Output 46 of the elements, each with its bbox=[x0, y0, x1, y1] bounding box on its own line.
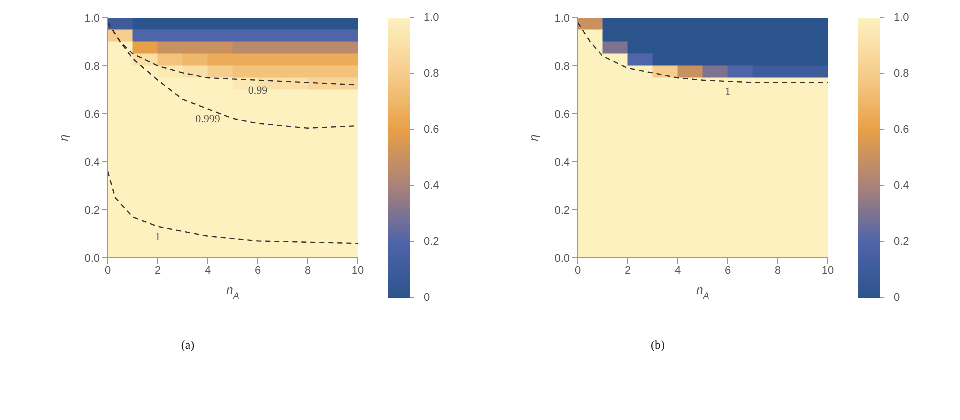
x-tick-label: 10 bbox=[352, 264, 364, 277]
color-bar-label: 0.6 bbox=[894, 124, 910, 136]
color-bar-label: 0.2 bbox=[894, 236, 910, 248]
annotation: 0.999 bbox=[196, 114, 221, 126]
text: (a) bbox=[180, 338, 196, 353]
y-tick-label: 0.6 bbox=[554, 108, 570, 121]
color-bar-label: 0 bbox=[424, 292, 430, 304]
annotation: 0.99 bbox=[248, 84, 268, 97]
annotation: 1 bbox=[155, 231, 161, 244]
color-bar-label: 0.6 bbox=[424, 124, 440, 136]
annotation: 1 bbox=[725, 86, 731, 98]
y-tick-label: 0.0 bbox=[554, 252, 570, 265]
color-bar-label: 0.2 bbox=[424, 236, 440, 248]
y-axis-title: η bbox=[57, 134, 71, 142]
y-tick-label: 0.8 bbox=[554, 60, 570, 73]
y-tick-label: 0.2 bbox=[554, 204, 570, 217]
y-axis-title: η bbox=[527, 134, 541, 142]
x-tick-label: 8 bbox=[304, 264, 312, 277]
x-tick-label: 4 bbox=[204, 264, 212, 277]
color-bar-label: 0.8 bbox=[424, 68, 440, 80]
x-tick-label: 6 bbox=[724, 264, 732, 277]
color-bar-label: 0.4 bbox=[894, 180, 910, 192]
x-axis-title: n$_{A}$ bbox=[696, 283, 710, 301]
y-tick-label: 0.8 bbox=[84, 60, 100, 73]
x-tick-label: 10 bbox=[822, 264, 834, 277]
color-bar-label: 1.0 bbox=[424, 12, 440, 24]
x-axis-title: n$_{A}$ bbox=[226, 283, 240, 301]
y-tick-label: 0.2 bbox=[84, 204, 100, 217]
color-bar-label: 0.4 bbox=[424, 180, 440, 192]
x-tick-label: 4 bbox=[674, 264, 682, 277]
y-tick-label: 1.0 bbox=[84, 12, 100, 25]
y-tick-label: 0.4 bbox=[554, 156, 570, 169]
color-bar-label: 0 bbox=[894, 292, 900, 304]
y-tick-label: 0.4 bbox=[84, 156, 100, 169]
y-tick-label: 1.0 bbox=[554, 12, 570, 25]
color-bar-label: 0.8 bbox=[894, 68, 910, 80]
color-bar-label: 1.0 bbox=[894, 12, 910, 24]
y-tick-label: 0.0 bbox=[84, 252, 100, 265]
x-tick-label: 2 bbox=[624, 264, 632, 277]
x-tick-label: 6 bbox=[254, 264, 262, 277]
x-tick-label: 8 bbox=[774, 264, 782, 277]
x-tick-label: 0 bbox=[574, 264, 582, 277]
x-tick-label: 0 bbox=[104, 264, 112, 277]
text: (b) bbox=[650, 338, 666, 353]
y-tick-label: 0.6 bbox=[84, 108, 100, 121]
x-tick-label: 2 bbox=[154, 264, 162, 277]
